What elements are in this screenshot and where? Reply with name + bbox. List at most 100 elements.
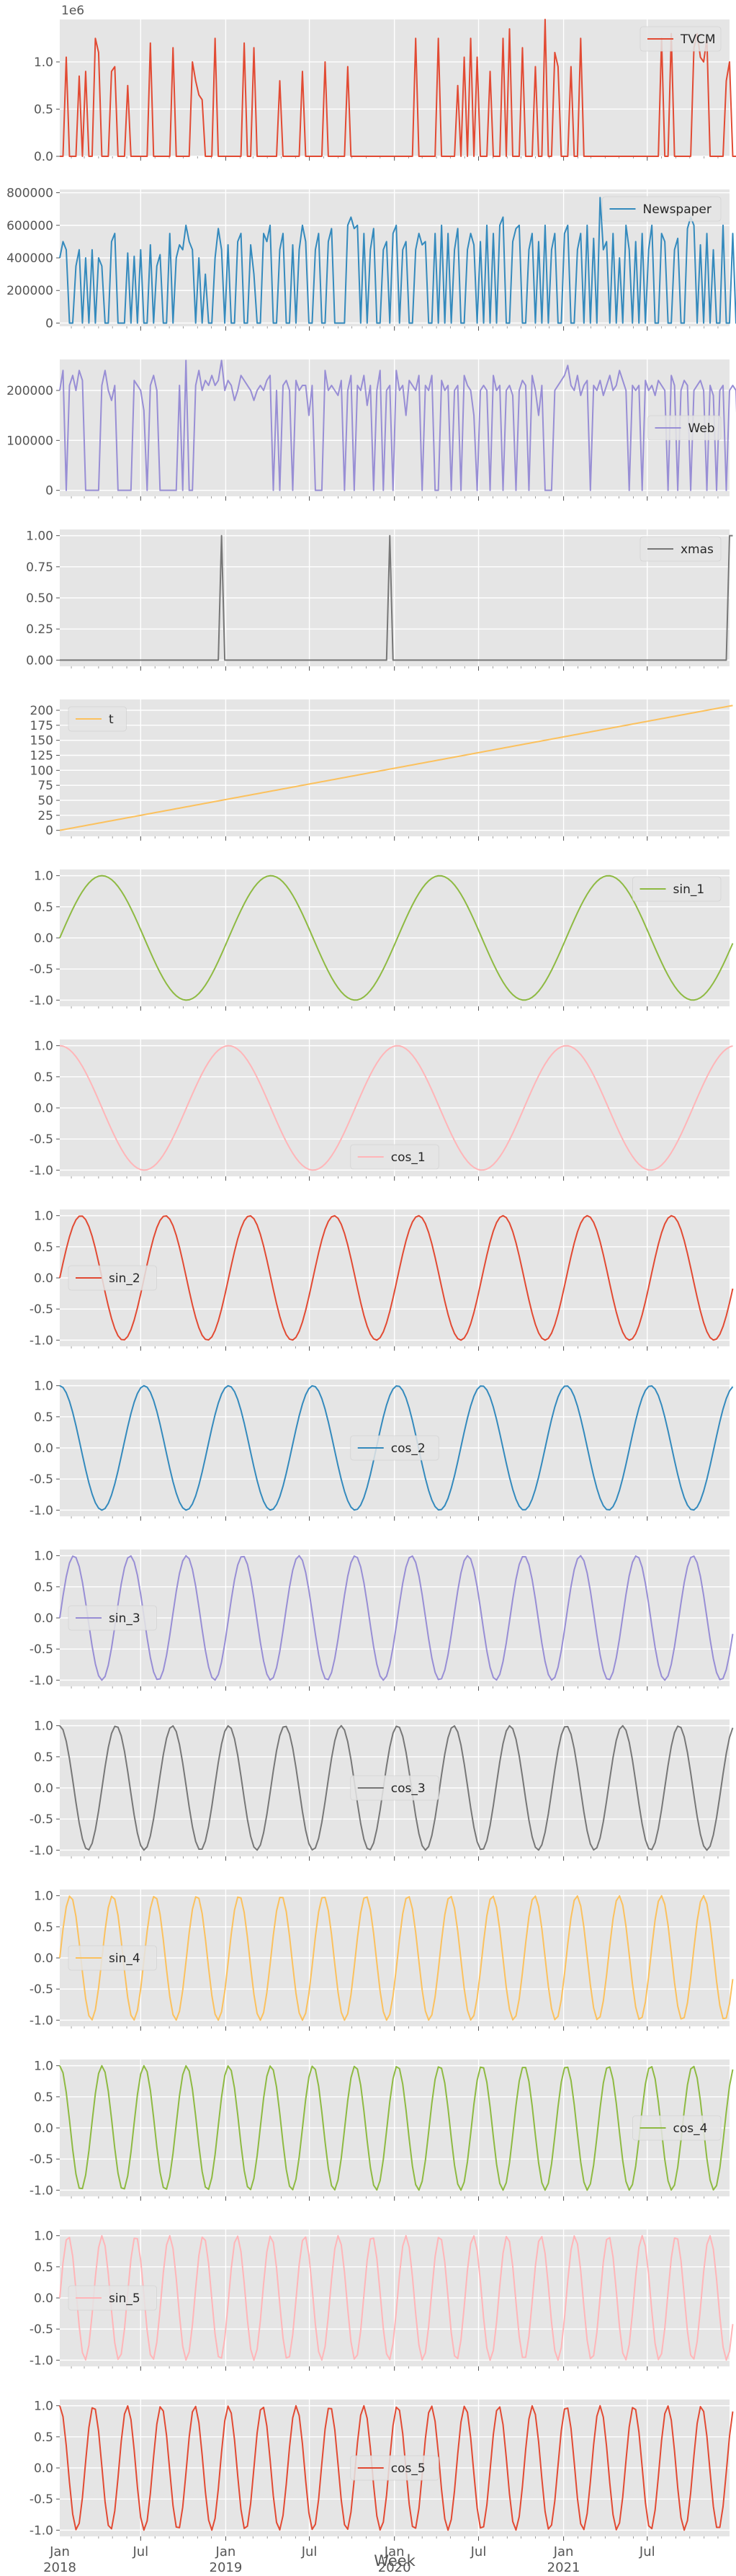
legend-box [350, 1435, 439, 1461]
y-tick-label: -0.5 [30, 2322, 53, 2337]
y-tick-label: 1.0 [34, 1549, 53, 1564]
y-tick-label: 0 [45, 316, 53, 331]
legend-box [68, 1605, 157, 1631]
y-tick-label: 0.75 [26, 560, 53, 575]
legend-label: cos_4 [673, 2121, 708, 2136]
y-tick-label: -1.0 [30, 2353, 53, 2368]
y-tick-label: -0.5 [30, 2152, 53, 2167]
legend-box [68, 1265, 157, 1291]
panel-Newspaper: 0 200000 400000 600000 800000 Newspaper [6, 187, 736, 331]
panel-sin_5: -1.0 -0.5 0.0 0.5 1.0 sin_5 [30, 2230, 734, 2371]
y-tick-label: 0.5 [34, 1750, 53, 1765]
y-tick-label: 0.5 [34, 2090, 53, 2105]
legend-box [350, 1775, 439, 1801]
y-tick-label: 0.5 [34, 1070, 53, 1085]
panel-xmas: 0.00 0.25 0.50 0.75 1.00 xmas [26, 529, 733, 671]
y-tick-label: 0.0 [34, 1101, 53, 1116]
x-tick-label: Jan [384, 2544, 405, 2559]
legend-label: sin_3 [109, 1611, 140, 1626]
y-tick-label: 0.0 [34, 1781, 53, 1796]
series-line-cos_1 [59, 1045, 733, 1171]
y-tick-label: -1.0 [30, 2013, 53, 2028]
legend: cos_1 [350, 1144, 439, 1170]
legend: cos_5 [350, 2455, 439, 2481]
legend-label: sin_5 [109, 2291, 140, 2306]
y-tick-label: 1.0 [34, 869, 53, 884]
series-line-cos_2 [59, 1385, 734, 1511]
y-tick-label: -0.5 [30, 1132, 53, 1147]
series-line-sin_1 [59, 875, 734, 1001]
series-line-xmas [60, 535, 733, 661]
y-tick-label: -1.0 [30, 993, 53, 1008]
legend-box [68, 2285, 157, 2311]
y-tick-label: -0.5 [30, 1642, 53, 1657]
y-tick-label: 25 [37, 809, 53, 823]
panel-sin_4: -1.0 -0.5 0.0 0.5 1.0 sin_4 [30, 1889, 734, 2031]
legend-box [639, 26, 722, 52]
y-tick-label: -0.5 [30, 2492, 53, 2507]
y-tick-label: -1.0 [30, 1843, 53, 1858]
y-tick-label: 0.5 [34, 1240, 53, 1255]
series-line-sin_3 [59, 1555, 734, 1681]
legend: sin_2 [68, 1265, 157, 1291]
y-tick-label: 0.5 [34, 900, 53, 915]
y-tick-label: 200000 [6, 284, 53, 298]
x-tick-label: Jul [639, 2544, 655, 2559]
panel-TVCM: 0.0 0.5 1.0 1e6 TVCM [34, 4, 736, 164]
legend-label: cos_1 [391, 1150, 426, 1165]
y-tick-label: -0.5 [30, 1472, 53, 1487]
y-tick-label: 150 [30, 734, 53, 748]
legend: cos_3 [350, 1775, 439, 1801]
x-tick-label: Jan [49, 2544, 70, 2559]
y-tick-label: 0.5 [34, 102, 53, 117]
y-tick-label: -1.0 [30, 2183, 53, 2198]
y-tick-label: 0.5 [34, 2260, 53, 2275]
y-tick-label: 1.00 [26, 529, 53, 544]
legend-box [632, 2115, 722, 2141]
y-tick-label: -0.5 [30, 1812, 53, 1827]
y-tick-label: -1.0 [30, 1503, 53, 1518]
y-tick-label: 0.5 [34, 1920, 53, 1935]
x-tick-label: Jul [470, 2544, 487, 2559]
x-axis-title: Week [374, 2552, 416, 2570]
legend: sin_4 [68, 1945, 157, 1971]
series-line-cos_5 [59, 2405, 734, 2531]
panel-cos_2: -1.0 -0.5 0.0 0.5 1.0 cos_2 [30, 1379, 734, 1521]
series-line-cos_3 [59, 1725, 734, 1851]
x-tick-label: 2021 [547, 2560, 580, 2575]
y-tick-label: 0.0 [34, 2461, 53, 2476]
x-tick-label: 2020 [378, 2560, 411, 2575]
series-line-TVCM [60, 19, 736, 157]
x-tick-label: Jan [215, 2544, 236, 2559]
legend-label: sin_4 [109, 1951, 140, 1966]
legend-box [68, 1945, 157, 1971]
y-tick-label: 175 [30, 719, 53, 733]
panel-cos_5: -1.0 -0.5 0.0 0.5 1.0 cos_5 [30, 2400, 734, 2541]
legend: Web [647, 415, 722, 441]
y-tick-label: 400000 [6, 251, 53, 266]
y-tick-label: -0.5 [30, 1982, 53, 1997]
y-tick-label: -1.0 [30, 1673, 53, 1688]
y-tick-label: 0.0 [34, 2291, 53, 2306]
legend: TVCM [639, 26, 722, 52]
panel-sin_1: -1.0 -0.5 0.0 0.5 1.0 sin_1 [30, 869, 734, 1011]
y-tick-label: -1.0 [30, 1333, 53, 1348]
panel-cos_1: -1.0 -0.5 0.0 0.5 1.0 cos_1 [30, 1039, 733, 1181]
y-tick-label: 0.0 [34, 1611, 53, 1626]
series-line-sin_4 [59, 1895, 734, 2021]
x-tick-label: 2019 [210, 2560, 243, 2575]
legend-label: cos_3 [391, 1781, 426, 1796]
panel-sin_2: -1.0 -0.5 0.0 0.5 1.0 sin_2 [30, 1209, 734, 1351]
y-tick-label: 125 [30, 749, 53, 764]
y-tick-label: 800000 [6, 187, 53, 201]
legend: cos_2 [350, 1435, 439, 1461]
legend-label: sin_1 [673, 882, 705, 897]
legend-label: Web [688, 421, 715, 436]
y-tick-label: 50 [37, 794, 53, 808]
y-tick-label: 0 [45, 484, 53, 498]
legend-label: TVCM [680, 32, 716, 47]
legend: sin_3 [68, 1605, 157, 1631]
legend-box [647, 415, 722, 441]
y-tick-label: 1.0 [34, 1889, 53, 1904]
